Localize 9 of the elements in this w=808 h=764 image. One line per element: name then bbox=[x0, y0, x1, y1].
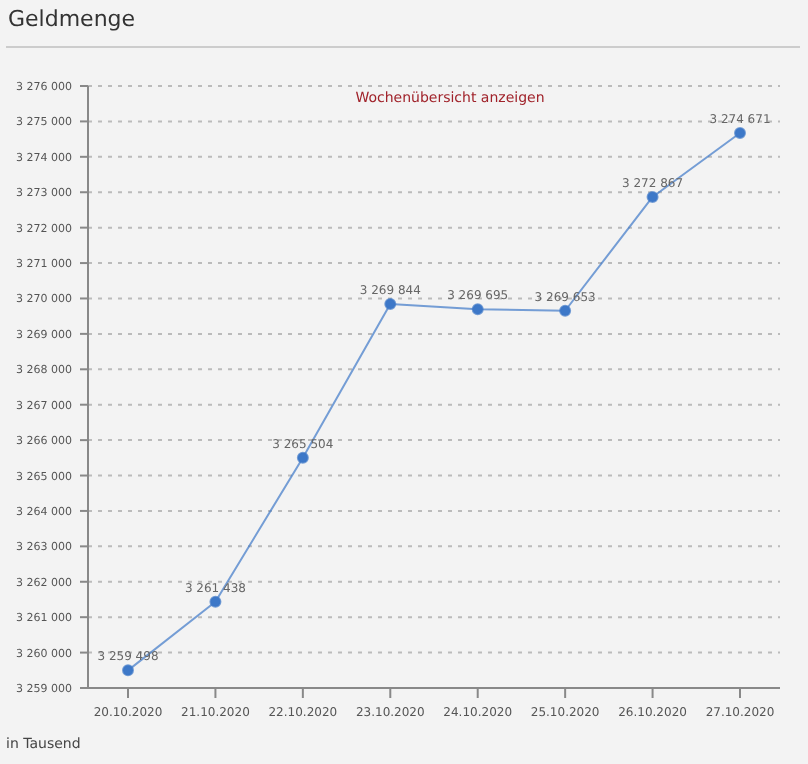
point bbox=[734, 127, 746, 140]
point bbox=[122, 664, 134, 677]
point bbox=[209, 595, 222, 608]
point bbox=[646, 190, 659, 203]
chart-title: Geldmenge bbox=[8, 6, 136, 32]
point bbox=[296, 451, 309, 464]
point bbox=[471, 303, 484, 316]
point bbox=[384, 297, 397, 310]
point bbox=[559, 304, 572, 317]
